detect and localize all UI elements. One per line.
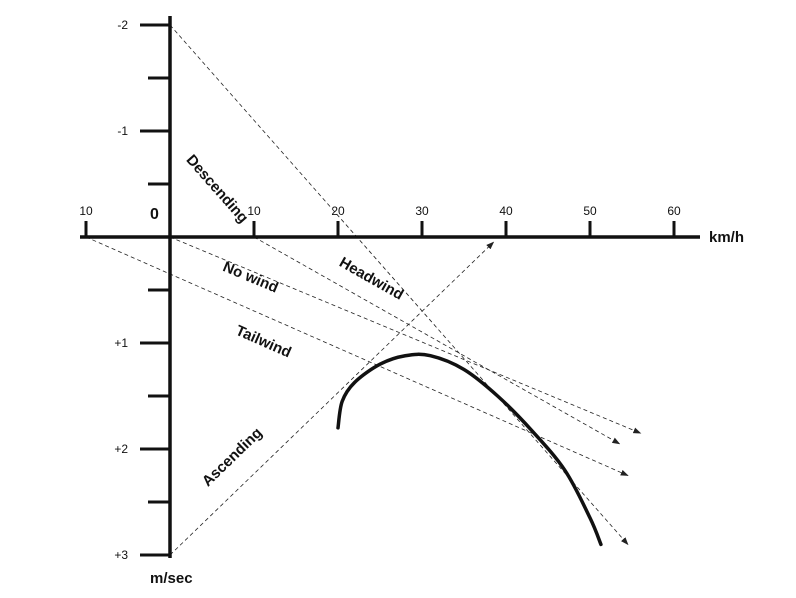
y-axis-unit: m/sec	[150, 570, 193, 587]
x-tick-label: 10	[79, 204, 93, 218]
no-wind-label: No wind	[220, 258, 280, 296]
line-labels: Descending Headwind No wind Tailwind Ascendi…	[183, 152, 407, 490]
origin-label: 0	[150, 206, 159, 223]
y-axis-ticks: -2 -1 +1 +2 +3	[114, 18, 170, 562]
descending-label: Descending	[183, 152, 252, 227]
x-axis-ticks: 10 10 20 30 40 50 60	[79, 204, 681, 237]
polar-curve	[336, 352, 603, 547]
tailwind-label: Tailwind	[233, 322, 294, 361]
ascending-line	[169, 241, 495, 556]
headwind-label: Headwind	[336, 254, 406, 304]
x-axis-unit: km/h	[709, 229, 744, 246]
x-tick-label: 40	[499, 204, 513, 218]
y-tick-label: +2	[114, 442, 128, 456]
ascending-label: Ascending	[199, 424, 266, 490]
y-tick-label: -2	[117, 18, 128, 32]
x-tick-label: 20	[331, 204, 345, 218]
x-tick-label: 10	[247, 204, 261, 218]
descending-line	[169, 24, 629, 546]
x-tick-label: 50	[583, 204, 597, 218]
axes: 10 10 20 30 40 50 60 -2 -1 +1 +2 +3 km/h m/sec 0	[79, 16, 744, 587]
no-wind-line	[169, 236, 642, 434]
y-tick-label: +3	[114, 548, 128, 562]
x-tick-label: 60	[667, 204, 681, 218]
y-tick-label: +1	[114, 336, 128, 350]
y-tick-label: -1	[117, 124, 128, 138]
headwind-line	[253, 236, 621, 445]
x-tick-label: 30	[415, 204, 429, 218]
